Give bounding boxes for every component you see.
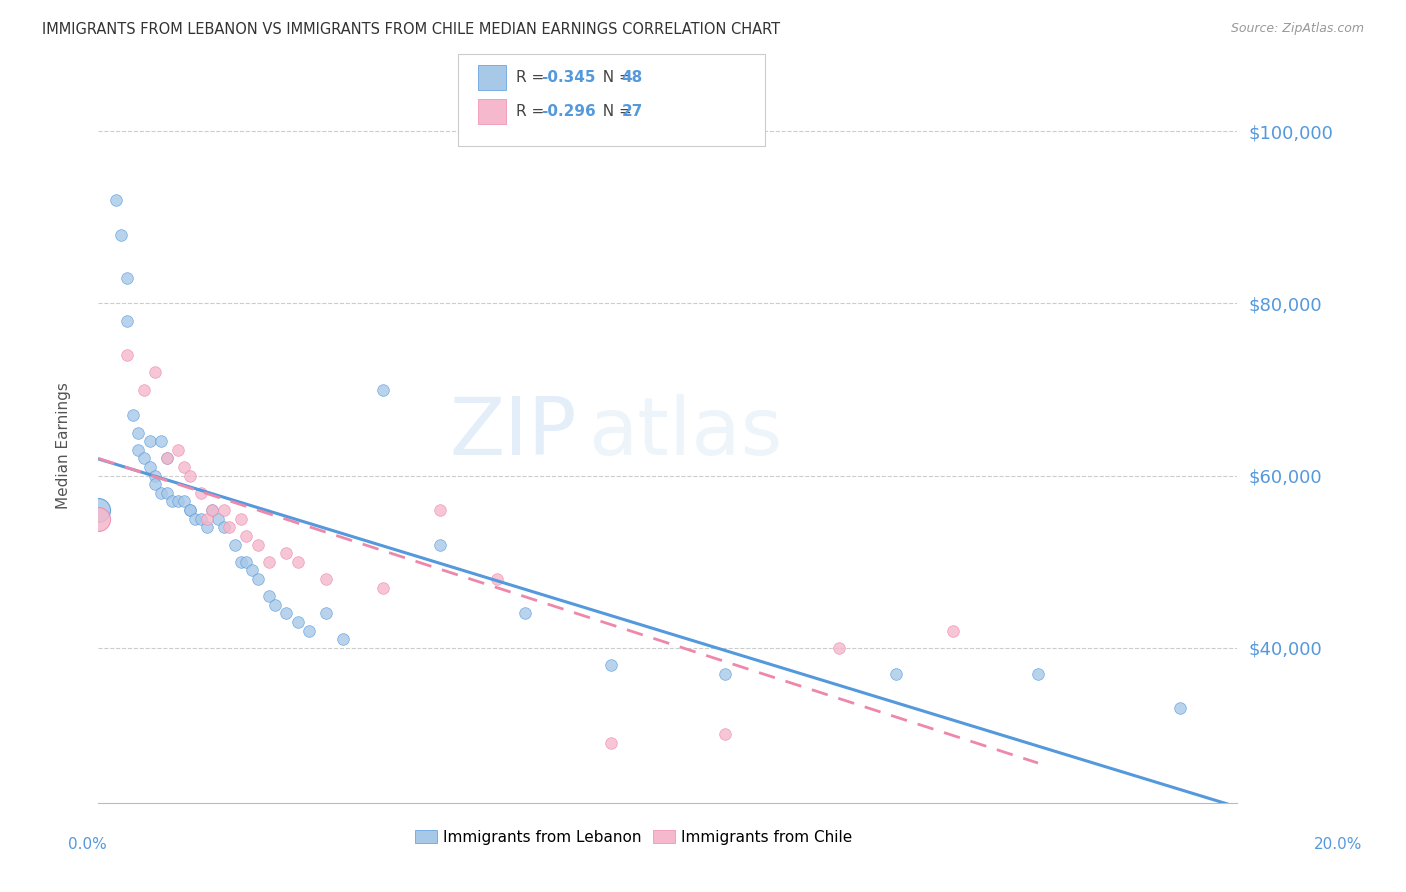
Point bbox=[429, 503, 451, 517]
Point bbox=[515, 607, 537, 621]
Point bbox=[246, 537, 269, 551]
Text: Median Earnings: Median Earnings bbox=[56, 383, 70, 509]
Point bbox=[115, 314, 138, 328]
Point bbox=[145, 468, 167, 483]
Point bbox=[179, 503, 201, 517]
Text: IMMIGRANTS FROM LEBANON VS IMMIGRANTS FROM CHILE MEDIAN EARNINGS CORRELATION CHA: IMMIGRANTS FROM LEBANON VS IMMIGRANTS FR… bbox=[42, 22, 780, 37]
Text: N =: N = bbox=[593, 70, 637, 85]
Point bbox=[235, 555, 257, 569]
Point bbox=[167, 442, 190, 457]
Point bbox=[240, 563, 263, 577]
Point bbox=[132, 451, 155, 466]
Point bbox=[276, 546, 298, 560]
Point bbox=[190, 512, 212, 526]
Point bbox=[127, 442, 149, 457]
Point bbox=[156, 451, 179, 466]
Point bbox=[429, 537, 451, 551]
Text: R =: R = bbox=[516, 70, 550, 85]
Point bbox=[127, 425, 149, 440]
Point bbox=[259, 555, 281, 569]
Point bbox=[145, 477, 167, 491]
Point bbox=[207, 512, 229, 526]
Text: ZIP: ZIP bbox=[450, 393, 576, 472]
Point bbox=[167, 494, 190, 508]
Point bbox=[235, 529, 257, 543]
Point bbox=[121, 409, 143, 423]
Point bbox=[201, 503, 224, 517]
Point bbox=[179, 503, 201, 517]
Point bbox=[884, 666, 907, 681]
Text: 27: 27 bbox=[621, 104, 643, 119]
Text: Source: ZipAtlas.com: Source: ZipAtlas.com bbox=[1230, 22, 1364, 36]
Text: 0.0%: 0.0% bbox=[67, 837, 107, 852]
Point bbox=[600, 658, 623, 673]
Point bbox=[246, 572, 269, 586]
Point bbox=[600, 735, 623, 749]
Text: -0.345: -0.345 bbox=[541, 70, 596, 85]
Point bbox=[298, 624, 321, 638]
Point bbox=[486, 572, 509, 586]
Point bbox=[110, 227, 132, 242]
Point bbox=[87, 503, 110, 517]
Point bbox=[315, 572, 337, 586]
Point bbox=[138, 460, 160, 475]
Text: 20.0%: 20.0% bbox=[1315, 837, 1362, 852]
Point bbox=[218, 520, 240, 534]
Point bbox=[229, 512, 252, 526]
Point bbox=[150, 486, 173, 500]
Point bbox=[373, 383, 395, 397]
Point bbox=[162, 494, 184, 508]
Point bbox=[132, 383, 155, 397]
Point bbox=[332, 632, 354, 647]
Point bbox=[1170, 701, 1192, 715]
Point bbox=[276, 607, 298, 621]
Text: N =: N = bbox=[593, 104, 637, 119]
Point bbox=[229, 555, 252, 569]
Point bbox=[195, 512, 218, 526]
Point bbox=[184, 512, 207, 526]
Point bbox=[173, 460, 195, 475]
Point bbox=[195, 520, 218, 534]
Point bbox=[287, 615, 309, 629]
Point bbox=[828, 640, 851, 655]
Point bbox=[212, 503, 235, 517]
Point bbox=[212, 520, 235, 534]
Point bbox=[942, 624, 965, 638]
Text: -0.296: -0.296 bbox=[541, 104, 596, 119]
Point bbox=[145, 365, 167, 379]
Point bbox=[156, 451, 179, 466]
Point bbox=[87, 512, 110, 526]
Point bbox=[714, 727, 737, 741]
Legend: Immigrants from Lebanon, Immigrants from Chile: Immigrants from Lebanon, Immigrants from… bbox=[409, 823, 858, 851]
Point bbox=[714, 666, 737, 681]
Text: 48: 48 bbox=[621, 70, 643, 85]
Point bbox=[224, 537, 246, 551]
Point bbox=[104, 193, 127, 207]
Point bbox=[190, 486, 212, 500]
Point bbox=[259, 589, 281, 603]
Point bbox=[173, 494, 195, 508]
Point bbox=[115, 348, 138, 362]
Point bbox=[115, 270, 138, 285]
Point bbox=[1026, 666, 1049, 681]
Point bbox=[179, 468, 201, 483]
Point bbox=[201, 503, 224, 517]
Text: atlas: atlas bbox=[588, 393, 783, 472]
Point bbox=[138, 434, 160, 449]
Point bbox=[156, 486, 179, 500]
Point bbox=[150, 434, 173, 449]
Point bbox=[264, 598, 287, 612]
Point bbox=[373, 581, 395, 595]
Point bbox=[315, 607, 337, 621]
Text: R =: R = bbox=[516, 104, 550, 119]
Point bbox=[287, 555, 309, 569]
